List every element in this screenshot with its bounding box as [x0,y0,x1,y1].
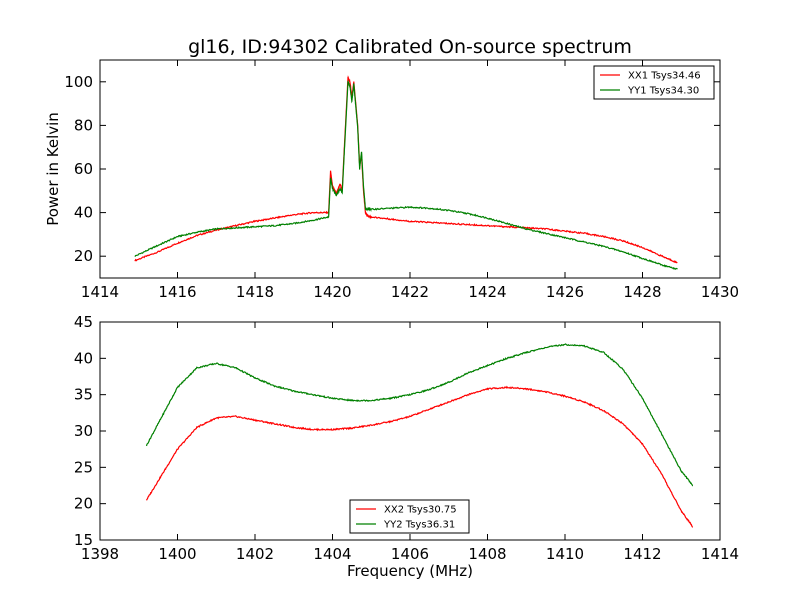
x-tick-label: 1398 [81,545,119,563]
legend: XX1 Tsys34.46 YY1 Tsys34.30 [593,65,715,100]
x-tick-label: 1422 [391,283,429,301]
x-tick-label: 1400 [158,545,196,563]
x-tick-label: 1418 [236,283,274,301]
y-tick-label: 40 [74,349,93,367]
legend-label: XX2 Tsys30.75 [384,505,457,516]
x-tick-label: 1410 [546,545,584,563]
series-line-1 [134,75,678,264]
x-tick-label: 1406 [391,545,429,563]
y-tick-label: 45 [74,313,93,331]
legend-box [593,65,715,100]
x-tick-label: 1430 [701,283,739,301]
y-tick-label: 20 [74,247,93,265]
legend: XX2 Tsys30.75 YY2 Tsys36.31 [349,499,470,534]
x-tick-label: 1416 [158,283,196,301]
legend-label: XX1 Tsys34.46 [628,71,701,82]
y-tick-label: 35 [74,386,93,404]
series-line-2 [134,79,678,270]
bottom-plot-axes: 1398 1400 1402 1404 1406 1408 1410 1412 1414 15 20… [74,313,739,563]
y-tick-label: 80 [74,116,93,134]
y-tick-label: 30 [74,422,93,440]
x-tick-label: 1424 [468,283,506,301]
x-axis-label: Frequency (MHz) [347,562,473,580]
x-tick-label: 1428 [623,283,661,301]
y-tick-label: 20 [74,495,93,513]
legend-label: YY1 Tsys34.30 [627,86,699,97]
legend-box [349,499,470,534]
y-axis-label: Power in Kelvin [44,112,62,226]
y-tick-label: 100 [64,73,93,91]
x-tick-label: 1414 [701,545,739,563]
y-tick-label: 60 [74,160,93,178]
legend-label: YY2 Tsys36.31 [383,520,455,531]
x-tick-label: 1420 [313,283,351,301]
plot-title: gl16, ID:94302 Calibrated On-source spec… [188,36,632,58]
y-tick-label: 15 [74,531,93,549]
y-tick-label: 25 [74,458,93,476]
x-tick-label: 1412 [623,545,661,563]
x-tick-label: 1404 [313,545,351,563]
x-tick-label: 1408 [468,545,506,563]
y-tick-label: 40 [74,204,93,222]
x-tick-label: 1402 [236,545,274,563]
x-tick-label: 1414 [81,283,119,301]
series-line-2 [145,343,694,487]
x-tick-label: 1426 [546,283,584,301]
top-plot-axes: 1414 1416 1418 1420 1422 1424 1426 1428 1430 20 40… [64,59,739,301]
series-line-1 [145,385,693,528]
